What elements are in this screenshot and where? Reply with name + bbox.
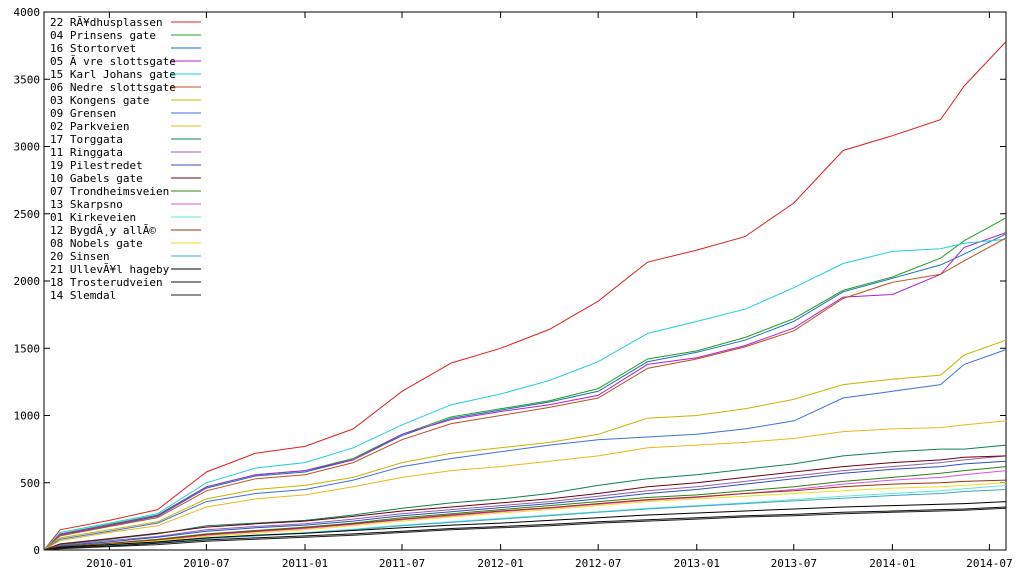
legend-label: 12 BygdÃ¸y allÃ© bbox=[50, 224, 156, 237]
series-line bbox=[43, 41, 1007, 551]
series-line bbox=[43, 217, 1007, 551]
x-tick-label: 2012-07 bbox=[575, 557, 621, 570]
series-line bbox=[43, 501, 1007, 551]
legend-label: 03 Kongens gate bbox=[50, 94, 149, 107]
x-tick-label: 2013-01 bbox=[674, 557, 720, 570]
y-tick-label: 1000 bbox=[14, 410, 41, 423]
x-tick-label: 2010-01 bbox=[86, 557, 132, 570]
series-line bbox=[43, 507, 1007, 551]
y-tick-label: 1500 bbox=[14, 342, 41, 355]
y-tick-label: 0 bbox=[33, 544, 40, 557]
x-tick-label: 2010-07 bbox=[183, 557, 229, 570]
series-line bbox=[43, 460, 1007, 551]
x-tick-label: 2012-01 bbox=[477, 557, 523, 570]
series-line bbox=[43, 238, 1007, 551]
series-line bbox=[43, 339, 1007, 551]
series-line bbox=[43, 455, 1007, 551]
series-lines bbox=[43, 41, 1007, 551]
legend-label: 04 Prinsens gate bbox=[50, 29, 156, 42]
legend-label: 14 Slemdal bbox=[50, 289, 116, 302]
legend-label: 01 Kirkeveien bbox=[50, 211, 136, 224]
legend-label: 10 Gabels gate bbox=[50, 172, 143, 185]
y-tick-label: 4000 bbox=[14, 6, 41, 19]
y-tick-label: 3000 bbox=[14, 141, 41, 154]
series-line bbox=[43, 232, 1007, 551]
legend-label: 13 Skarpsno bbox=[50, 198, 123, 211]
legend-label: 17 Torggata bbox=[50, 133, 123, 146]
series-line bbox=[43, 466, 1007, 551]
series-line bbox=[43, 482, 1007, 551]
series-line bbox=[43, 233, 1007, 551]
y-tick-label: 2500 bbox=[14, 208, 41, 221]
legend-label: 21 UllevÃ¥l hageby bbox=[50, 263, 170, 276]
legend-label: 22 RÃ¥dhusplassen bbox=[50, 16, 163, 29]
legend-label: 20 Sinsen bbox=[50, 250, 110, 263]
series-line bbox=[43, 455, 1007, 551]
series-line bbox=[43, 479, 1007, 551]
x-tick-label: 2014-07 bbox=[966, 557, 1012, 570]
series-line bbox=[43, 237, 1007, 551]
y-tick-label: 2000 bbox=[14, 275, 41, 288]
legend-label: 15 Karl Johans gate bbox=[50, 68, 176, 81]
x-tick-label: 2014-01 bbox=[869, 557, 915, 570]
legend-label: 09 Grensen bbox=[50, 107, 116, 120]
legend-label: 19 Pilestredet bbox=[50, 159, 143, 172]
series-line bbox=[43, 470, 1007, 551]
legend-label: 02 Parkveien bbox=[50, 120, 129, 133]
series-line bbox=[43, 506, 1007, 551]
series-line bbox=[43, 349, 1007, 551]
y-tick-label: 500 bbox=[20, 477, 40, 490]
y-axis: 0 500 1000 1500 2000 2500 3000 3500 4000 bbox=[14, 6, 1006, 557]
legend-label: 05 Ã vre slottsgate bbox=[50, 55, 176, 68]
legend-label: 08 Nobels gate bbox=[50, 237, 143, 250]
legend-label: 18 Trosterudveien bbox=[50, 276, 163, 289]
series-line bbox=[43, 489, 1007, 551]
legend-label: 11 Ringgata bbox=[50, 146, 123, 159]
series-line bbox=[43, 420, 1007, 551]
x-axis: 2010-01 2010-07 2011-01 2011-07 2012-01 2012-… bbox=[86, 12, 1013, 570]
x-tick-label: 2013-07 bbox=[771, 557, 817, 570]
x-tick-label: 2011-01 bbox=[282, 557, 328, 570]
y-tick-label: 3500 bbox=[14, 73, 41, 86]
legend-label: 06 Nedre slottsgate bbox=[50, 81, 176, 94]
x-tick-label: 2011-07 bbox=[379, 557, 425, 570]
legend-label: 07 Trondheimsveien bbox=[50, 185, 169, 198]
legend-label: 16 Stortorvet bbox=[50, 42, 136, 55]
